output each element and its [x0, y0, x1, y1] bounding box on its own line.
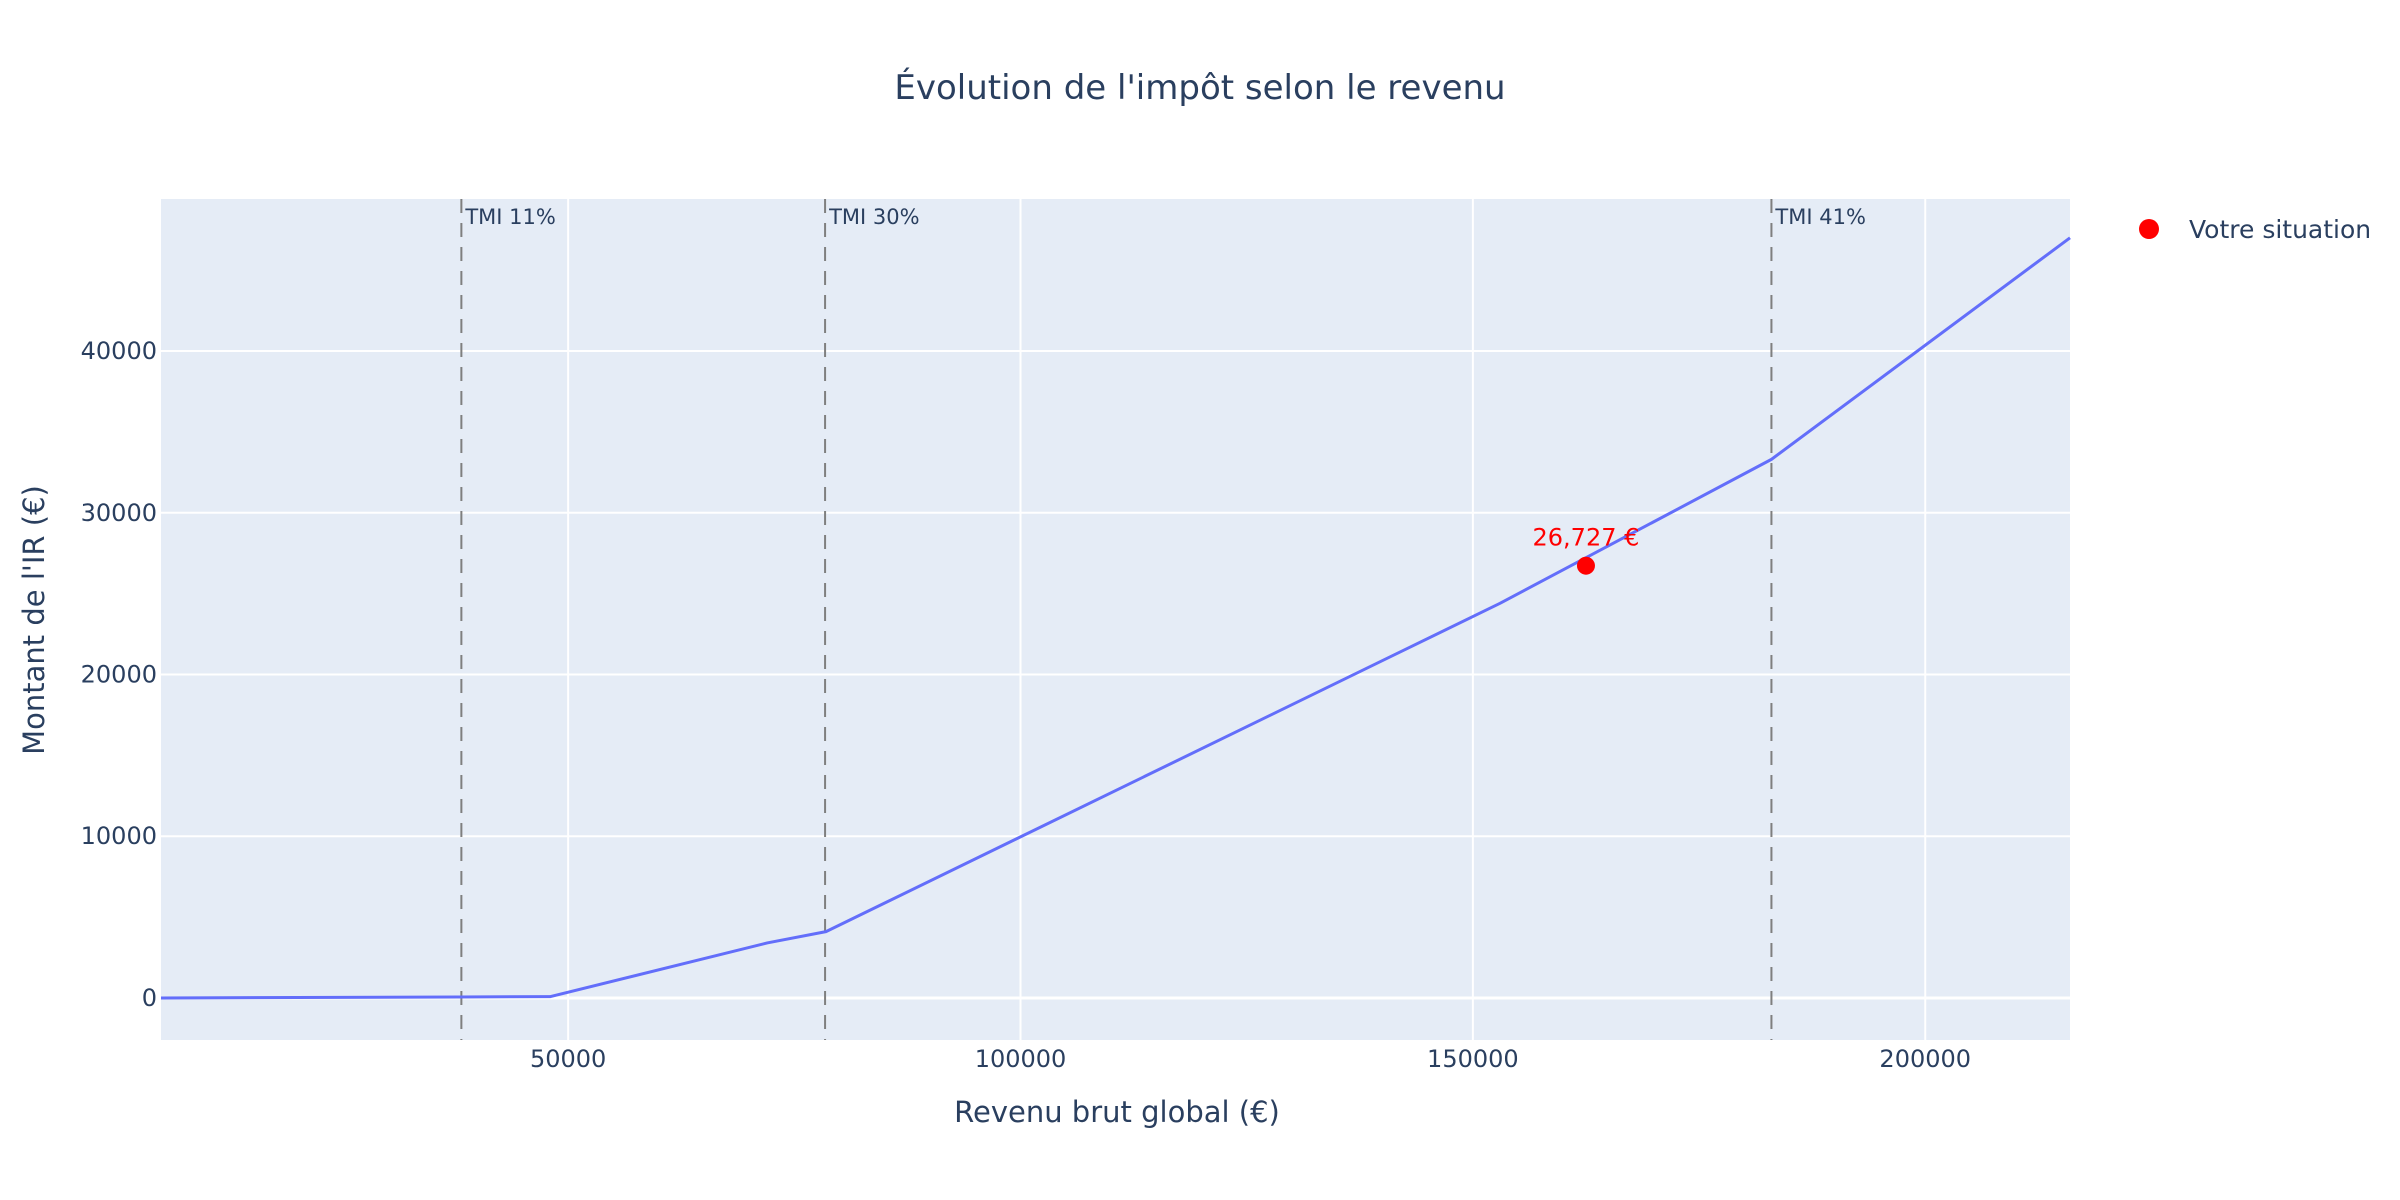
- y-tick-label: 10000: [81, 822, 157, 850]
- votre-situation-value-label: 26,727 €: [1533, 524, 1640, 552]
- tmi-threshold-label: TMI 41%: [1774, 205, 1866, 229]
- y-axis-title: Montant de l'IR (€): [17, 485, 51, 755]
- x-tick-label: 150000: [1427, 1045, 1519, 1073]
- legend-marker: [2139, 219, 2159, 239]
- tmi-threshold-label: TMI 30%: [828, 205, 920, 229]
- x-tick-label: 100000: [975, 1045, 1067, 1073]
- y-tick-label: 40000: [81, 337, 157, 365]
- tax-curve-line: [160, 236, 2071, 1000]
- votre-situation-marker: [1576, 556, 1595, 575]
- y-tick-label: 30000: [81, 499, 157, 527]
- y-tick-label: 0: [142, 984, 157, 1012]
- plot-area: [161, 199, 2070, 1040]
- x-tick-label: 200000: [1879, 1045, 1971, 1073]
- tmi-threshold-label: TMI 11%: [464, 205, 556, 229]
- x-axis-title: Revenu brut global (€): [954, 1095, 1280, 1129]
- legend[interactable]: Votre situation: [2139, 215, 2371, 244]
- x-tick-label: 50000: [530, 1045, 606, 1073]
- legend-label: Votre situation: [2189, 215, 2371, 244]
- chart-title: Évolution de l'impôt selon le revenu: [894, 67, 1505, 108]
- y-tick-label: 20000: [81, 660, 157, 688]
